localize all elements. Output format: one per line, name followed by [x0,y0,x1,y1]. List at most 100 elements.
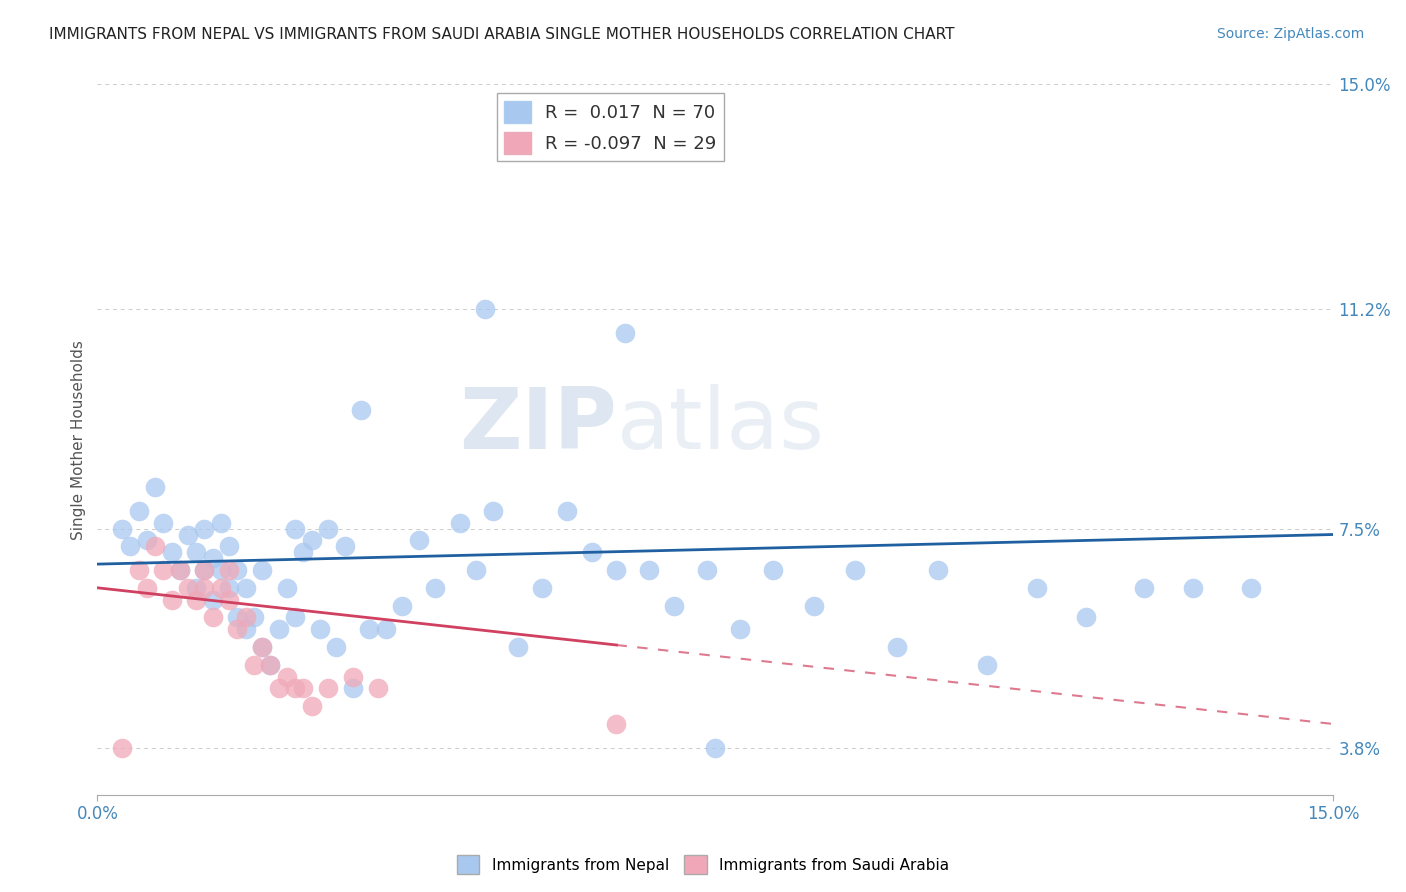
Point [408,533,430,548]
Point [696,563,718,577]
Point [259,657,281,672]
Point [186,581,208,595]
Point [193,563,215,577]
Point [284,681,307,696]
Point [250,640,273,654]
Text: IMMIGRANTS FROM NEPAL VS IMMIGRANTS FROM SAUDI ARABIA SINGLE MOTHER HOUSEHOLDS C: IMMIGRANTS FROM NEPAL VS IMMIGRANTS FROM… [49,27,955,42]
Point [333,539,356,553]
Point [201,592,224,607]
Point [209,516,232,530]
Point [152,563,174,577]
Point [160,592,183,607]
Point [1240,581,1263,595]
Point [762,563,785,577]
Point [342,670,364,684]
Point [250,563,273,577]
Point [605,563,627,577]
Point [193,563,215,577]
Point [135,533,157,548]
Point [160,545,183,559]
Point [235,622,257,636]
Point [284,610,307,624]
Point [301,533,323,548]
Point [316,522,339,536]
Point [193,581,215,595]
Point [803,599,825,613]
Point [177,527,200,541]
Point [1182,581,1205,595]
Point [186,545,208,559]
Point [218,539,240,553]
Point [1025,581,1047,595]
Point [218,592,240,607]
Point [143,480,166,494]
Point [359,622,381,636]
Point [218,581,240,595]
Point [250,640,273,654]
Point [267,622,290,636]
Y-axis label: Single Mother Households: Single Mother Households [72,340,86,540]
Point [605,717,627,731]
Point [301,699,323,714]
Point [613,326,636,340]
Point [506,640,529,654]
Point [425,581,447,595]
Point [1076,610,1098,624]
Text: ZIP: ZIP [458,384,616,467]
Point [243,610,266,624]
Point [201,610,224,624]
Point [391,599,413,613]
Point [704,740,727,755]
Point [209,581,232,595]
Point [267,681,290,696]
Point [316,681,339,696]
Point [886,640,908,654]
Point [128,504,150,518]
Point [111,522,134,536]
Text: Source: ZipAtlas.com: Source: ZipAtlas.com [1216,27,1364,41]
Point [276,670,298,684]
Point [374,622,396,636]
Point [465,563,488,577]
Point [367,681,389,696]
Point [143,539,166,553]
Point [292,681,315,696]
Point [325,640,347,654]
Point [111,740,134,755]
Point [193,522,215,536]
Point [449,516,471,530]
Legend: R =  0.017  N = 70, R = -0.097  N = 29: R = 0.017 N = 70, R = -0.097 N = 29 [496,94,724,161]
Point [135,581,157,595]
Point [128,563,150,577]
Point [728,622,751,636]
Point [259,657,281,672]
Point [243,657,266,672]
Point [350,403,373,417]
Point [186,592,208,607]
Point [209,563,232,577]
Point [555,504,578,518]
Point [152,516,174,530]
Text: atlas: atlas [616,384,824,467]
Point [638,563,661,577]
Point [292,545,315,559]
Legend: Immigrants from Nepal, Immigrants from Saudi Arabia: Immigrants from Nepal, Immigrants from S… [450,849,956,880]
Point [308,622,330,636]
Point [581,545,603,559]
Point [662,599,685,613]
Point [844,563,866,577]
Point [284,522,307,536]
Point [226,563,249,577]
Point [235,610,257,624]
Point [1133,581,1156,595]
Point [235,581,257,595]
Point [169,563,191,577]
Point [226,622,249,636]
Point [226,610,249,624]
Point [342,681,364,696]
Point [474,302,496,317]
Point [120,539,142,553]
Point [927,563,949,577]
Point [482,504,505,518]
Point [976,657,998,672]
